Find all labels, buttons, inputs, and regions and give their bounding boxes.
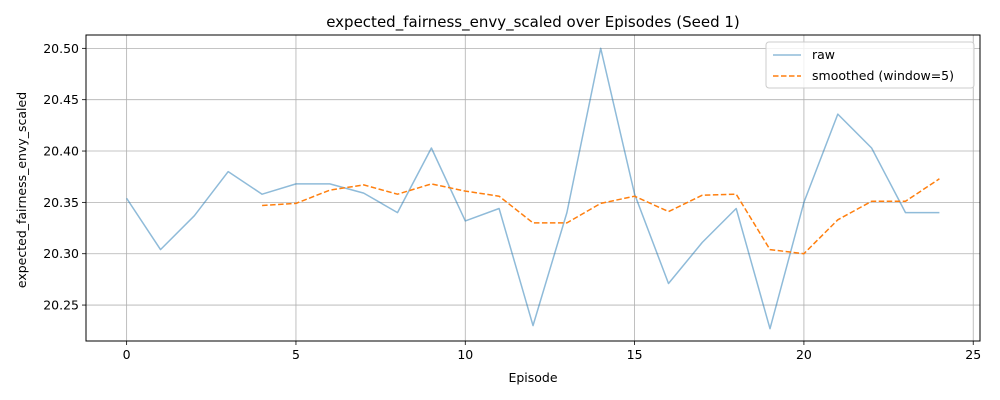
x-axis-label: Episode [508, 370, 557, 385]
y-tick-label: 20.35 [43, 195, 79, 210]
series-lines [125, 47, 940, 330]
raw-series-line [125, 47, 940, 330]
chart-title: expected_fairness_envy_scaled over Episo… [326, 13, 740, 32]
x-tick-label: 15 [627, 347, 643, 362]
y-tick-label: 20.30 [43, 246, 79, 261]
legend-raw-label: raw [812, 47, 835, 62]
y-tick-label: 20.40 [43, 144, 79, 159]
y-tick-label: 20.25 [43, 298, 79, 313]
x-tick-label: 10 [457, 347, 473, 362]
y-axis-label: expected_fairness_envy_scaled [14, 92, 29, 288]
grid [86, 35, 980, 341]
x-tick-label: 5 [292, 347, 300, 362]
x-tick-label: 0 [123, 347, 131, 362]
legend-box [765, 41, 975, 89]
y-tick-label: 20.45 [43, 92, 79, 107]
legend-smoothed-label: smoothed (window=5) [812, 68, 954, 83]
y-tick-label: 20.50 [43, 41, 79, 56]
x-tick-label: 20 [796, 347, 812, 362]
axis-ticks: 0 5 10 15 20 25 20.25 20.30 20.35 20.40 20.45 20.50 [43, 41, 981, 362]
legend: raw smoothed (window=5) [765, 41, 975, 89]
plot-frame [85, 34, 981, 342]
x-tick-label: 25 [965, 347, 981, 362]
smoothed-series-line [262, 178, 940, 255]
